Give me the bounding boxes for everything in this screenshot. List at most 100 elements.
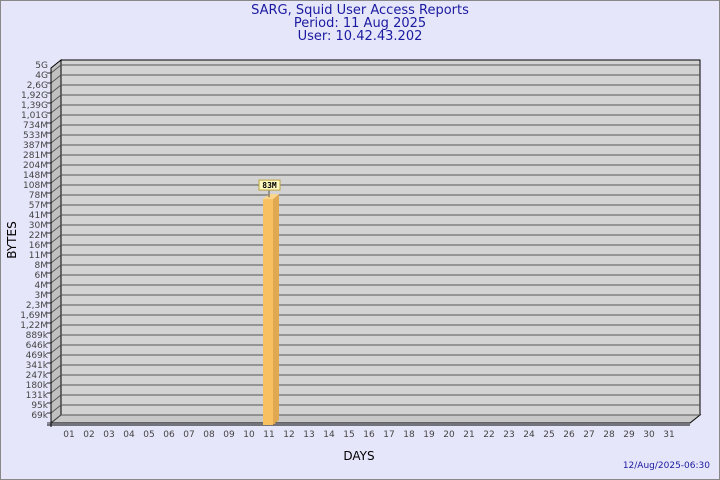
x-tick-label: 25 [543, 430, 554, 440]
gridline-wall [50, 84, 62, 94]
gridline-wall [50, 124, 62, 134]
gridline-wall [50, 404, 62, 414]
y-tick-label: 734M [23, 121, 48, 131]
gridline-wall [50, 414, 62, 424]
bar-top [263, 194, 279, 200]
x-tick-label: 03 [103, 430, 114, 440]
y-tick-label: 469k [26, 351, 49, 361]
gridline-wall [50, 384, 62, 394]
gridline-wall [50, 274, 62, 284]
gridline-wall [50, 184, 62, 194]
x-tick-label: 29 [623, 430, 635, 440]
gridline-wall [50, 74, 62, 84]
y-tick-label: 1,39G [21, 101, 48, 111]
y-tick-label: 95k [31, 401, 48, 411]
x-tick-label: 09 [223, 430, 235, 440]
y-tick-label: 108M [23, 181, 48, 191]
x-tick-label: 15 [343, 430, 354, 440]
gridline-wall [50, 94, 62, 104]
x-tick-label: 04 [123, 430, 135, 440]
y-tick-label: 1,01G [21, 111, 48, 121]
chart-user: User: 10.42.43.202 [297, 29, 423, 44]
x-tick-label: 31 [663, 430, 674, 440]
x-tick-label: 10 [243, 430, 255, 440]
x-tick-label: 24 [523, 430, 535, 440]
gridline-wall [50, 134, 62, 144]
y-tick-label: 4M [35, 281, 49, 291]
y-tick-label: 341k [26, 361, 49, 371]
y-tick-label: 2,3M [26, 301, 48, 311]
gridline-wall [50, 114, 62, 124]
y-tick-label: 1,22M [20, 321, 48, 331]
gridline-wall [50, 244, 62, 254]
y-tick-label: 69k [31, 411, 48, 421]
gridline-wall [50, 144, 62, 154]
gridline-wall [50, 344, 62, 354]
gridline-wall [50, 394, 62, 404]
x-tick-label: 12 [283, 430, 294, 440]
y-tick-label: 5G [35, 61, 48, 71]
x-tick-label: 13 [303, 430, 314, 440]
y-tick-label: 646k [26, 341, 49, 351]
gridline-wall [50, 64, 62, 74]
gridline-wall [50, 304, 62, 314]
y-tick-label: 387M [23, 141, 48, 151]
y-axis-label: BYTES [5, 221, 19, 258]
y-tick-label: 3M [35, 291, 49, 301]
gridline-wall [50, 174, 62, 184]
x-tick-label: 27 [583, 430, 594, 440]
x-tick-label: 05 [143, 430, 154, 440]
x-tick-label: 21 [463, 430, 474, 440]
gridline-wall [50, 204, 62, 214]
y-tick-label: 204M [23, 161, 48, 171]
gridline-wall [50, 374, 62, 384]
gridline-wall [50, 104, 62, 114]
y-tick-label: 2,6G [27, 81, 48, 91]
gridline-wall [50, 264, 62, 274]
x-tick-label: 19 [423, 430, 435, 440]
y-tick-label: 8M [35, 261, 49, 271]
gridline-wall [50, 284, 62, 294]
y-tick-label: 180k [26, 381, 49, 391]
gridline-wall [50, 294, 62, 304]
y-tick-label: 16M [29, 241, 48, 251]
bar-side [273, 194, 279, 425]
x-axis-label: DAYS [343, 449, 374, 463]
y-tick-label: 41M [29, 211, 48, 221]
y-tick-label: 148M [23, 171, 48, 181]
x-tick-label: 14 [323, 430, 335, 440]
gridline-wall [50, 364, 62, 374]
chart-period: Period: 11 Aug 2025 [293, 16, 427, 31]
x-tick-label: 08 [203, 430, 215, 440]
chart-title: SARG, Squid User Access Reports [251, 3, 469, 18]
y-tick-label: 281M [23, 151, 48, 161]
data-label-box [258, 179, 281, 191]
y-tick-label: 11M [29, 251, 48, 261]
x-tick-label: 20 [443, 430, 455, 440]
generated-timestamp: 12/Aug/2025-06:30 [622, 461, 710, 471]
x-tick-label: 01 [63, 430, 74, 440]
x-tick-label: 18 [403, 430, 415, 440]
gridline-wall [50, 354, 62, 364]
y-tick-label: 30M [29, 221, 48, 231]
y-tick-label: 533M [23, 131, 48, 141]
gridline-wall [50, 214, 62, 224]
y-tick-label: 4G [35, 71, 48, 81]
gridline-wall [50, 234, 62, 244]
y-tick-label: 247k [26, 371, 49, 381]
y-tick-label: 1,69M [20, 311, 48, 321]
x-tick-label: 23 [503, 430, 514, 440]
y-tick-label: 1,92G [21, 91, 48, 101]
gridline-wall [50, 314, 62, 324]
y-tick-label: 22M [29, 231, 48, 241]
x-tick-label: 17 [383, 430, 394, 440]
x-tick-label: 06 [163, 430, 175, 440]
gridline-wall [50, 224, 62, 234]
y-tick-label: 6M [35, 271, 49, 281]
x-tick-label: 07 [183, 430, 194, 440]
y-tick-label: 57M [29, 201, 48, 211]
gridline-wall [50, 254, 62, 264]
gridline-wall [50, 164, 62, 174]
data-label: 83M [262, 181, 277, 190]
y-tick-label: 131k [26, 391, 49, 401]
